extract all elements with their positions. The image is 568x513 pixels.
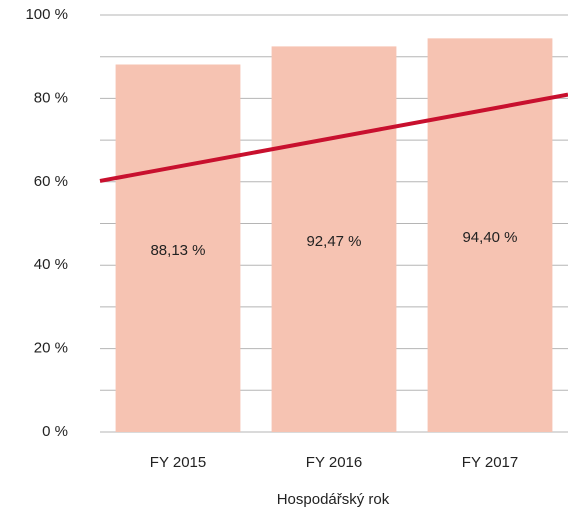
y-tick-label: 100 % [25,6,68,23]
y-tick-label: 0 % [42,423,68,440]
x-tick-label: FY 2017 [462,454,518,471]
value-label: 92,47 % [306,233,361,250]
x-axis-title: Hospodářský rok [277,491,390,508]
bar [427,38,553,433]
value-label: 88,13 % [150,242,205,259]
trend-line [99,92,568,183]
y-tick-label: 80 % [34,89,68,106]
y-tick-label: 40 % [34,256,68,273]
x-tick-label: FY 2015 [150,454,206,471]
x-tick-label: FY 2016 [306,454,362,471]
bar [271,46,397,433]
y-tick-label: 20 % [34,340,68,357]
bar [115,64,241,433]
y-tick-label: 60 % [34,173,68,190]
value-label: 94,40 % [462,229,517,246]
